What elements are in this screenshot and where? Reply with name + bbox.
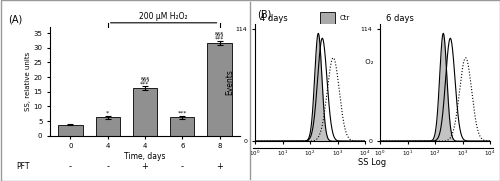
X-axis label: Time, days: Time, days xyxy=(124,152,166,161)
Text: 200 μM H₂O₂: 200 μM H₂O₂ xyxy=(140,12,188,21)
Text: §§§
***: §§§ *** xyxy=(215,31,224,41)
Text: PFT: PFT xyxy=(16,162,30,171)
Text: -: - xyxy=(69,162,72,171)
Y-axis label: SS, relative units: SS, relative units xyxy=(24,52,30,111)
Bar xyxy=(133,88,157,136)
Text: (B): (B) xyxy=(258,9,272,19)
Text: +: + xyxy=(216,162,223,171)
Text: 6 days: 6 days xyxy=(386,14,413,23)
Text: 4 days: 4 days xyxy=(260,14,288,23)
Text: ***: *** xyxy=(178,111,187,116)
Text: -: - xyxy=(106,162,109,171)
Bar xyxy=(320,34,336,46)
Y-axis label: Events: Events xyxy=(225,70,234,95)
Text: PFT+H₂O₂: PFT+H₂O₂ xyxy=(340,59,374,65)
Text: +: + xyxy=(142,162,148,171)
Bar xyxy=(320,12,336,24)
Text: SS Log: SS Log xyxy=(358,157,386,167)
Text: -: - xyxy=(181,162,184,171)
Text: Ctr: Ctr xyxy=(340,15,350,21)
Text: §§§
***: §§§ *** xyxy=(140,76,149,87)
Bar xyxy=(170,117,194,136)
Text: H₂O₂: H₂O₂ xyxy=(340,37,356,43)
Text: *: * xyxy=(106,111,110,116)
Bar xyxy=(208,43,232,136)
Bar xyxy=(96,117,120,136)
Bar xyxy=(320,56,336,68)
Bar xyxy=(58,125,82,136)
Text: (A): (A) xyxy=(8,14,22,24)
